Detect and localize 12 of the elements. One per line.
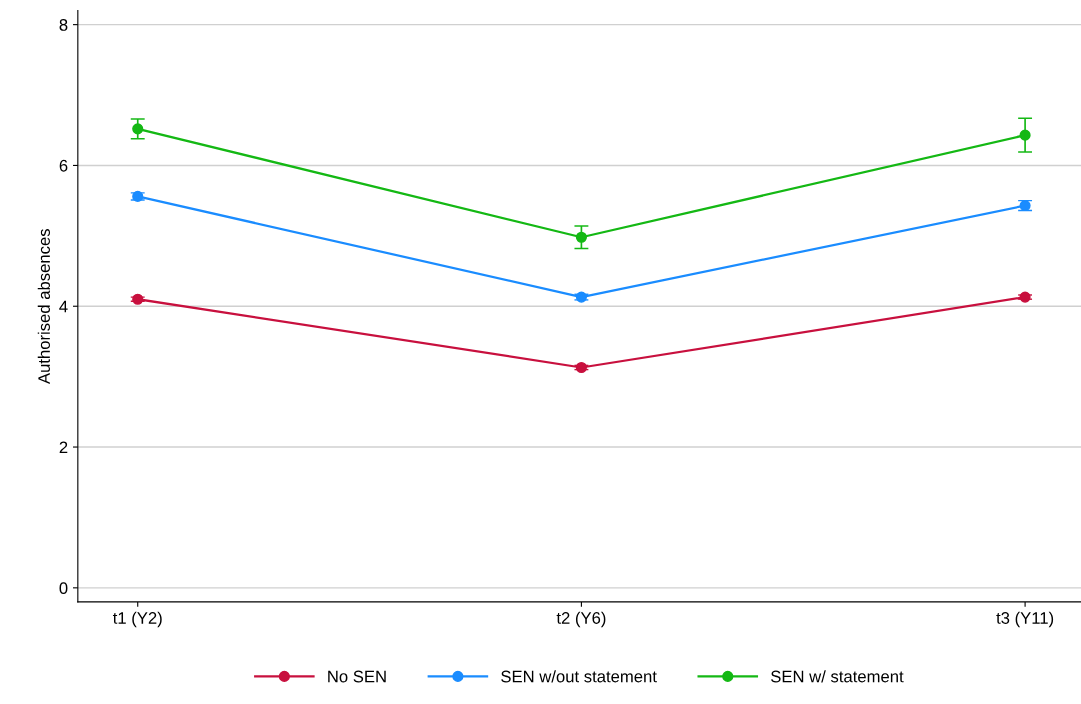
- legend-label: SEN w/ statement: [771, 670, 904, 683]
- y-tick-label: 6: [59, 159, 68, 172]
- x-tick-label: t2 (Y6): [556, 611, 606, 628]
- x-tick-label: t3 (Y11): [996, 611, 1054, 628]
- x-tick-label: t1 (Y2): [112, 611, 162, 628]
- y-tick-label: 0: [59, 582, 68, 595]
- y-tick-label: 8: [59, 19, 68, 31]
- legend-label: No SEN: [328, 670, 386, 683]
- legend-label: SEN w/out statement: [501, 670, 657, 683]
- y-tick-label: 4: [59, 300, 68, 313]
- y-tick-label: 2: [59, 441, 68, 454]
- y-axis-title: Authorised absences: [37, 229, 50, 385]
